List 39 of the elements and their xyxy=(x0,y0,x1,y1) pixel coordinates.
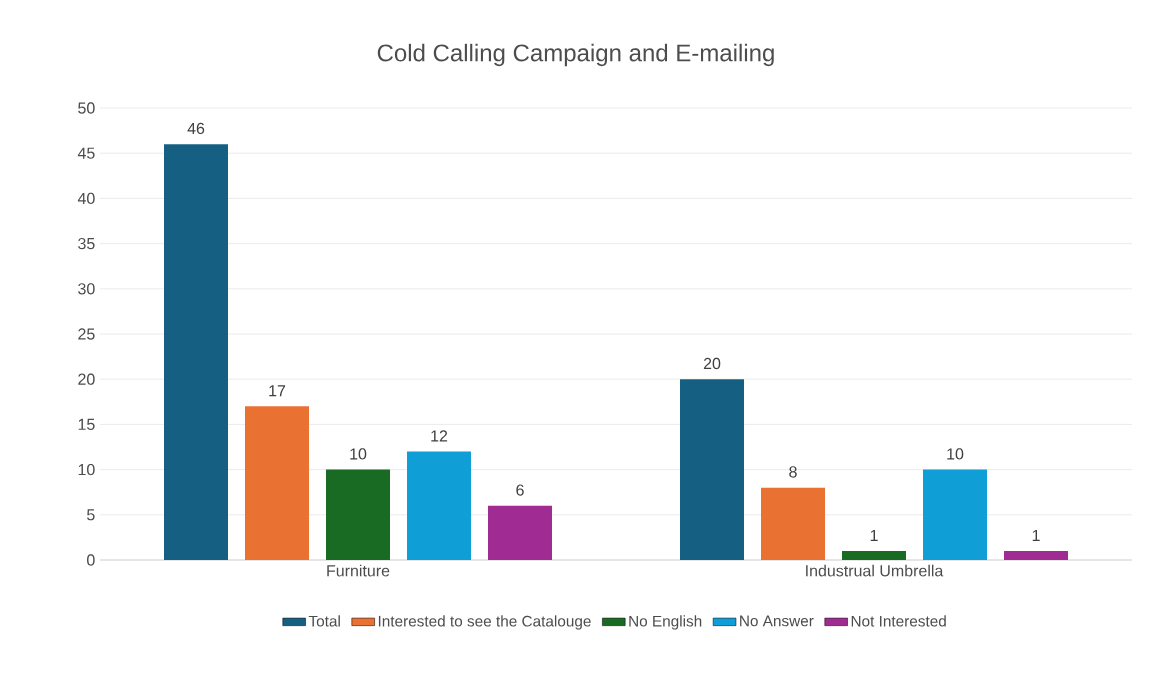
data-label: 20 xyxy=(703,357,721,370)
y-tick-label: 20 xyxy=(78,373,95,385)
bar xyxy=(488,505,553,560)
y-tick-label: 10 xyxy=(78,463,95,476)
data-label: 10 xyxy=(947,448,964,460)
chart-title: Cold Calling Campaign and E-mailing xyxy=(377,43,774,67)
y-tick-label: 45 xyxy=(77,147,95,159)
bar xyxy=(761,487,826,560)
data-label: 1 xyxy=(1032,529,1040,541)
legend-label: Total xyxy=(308,615,340,627)
bar xyxy=(164,144,229,560)
legend-label: Not Interested xyxy=(851,615,946,627)
y-tick-label: 35 xyxy=(78,237,95,250)
bar xyxy=(1004,550,1069,560)
y-tick-label: 0 xyxy=(87,554,95,566)
data-label: 8 xyxy=(789,466,797,478)
bar xyxy=(923,469,988,560)
y-tick-label: 25 xyxy=(78,328,95,340)
bar xyxy=(842,550,907,560)
legend-label: No English xyxy=(629,615,702,630)
data-label: 6 xyxy=(516,484,524,496)
y-tick-label: 30 xyxy=(78,283,95,295)
data-label: 10 xyxy=(350,448,367,460)
bar xyxy=(407,451,472,560)
data-label: 12 xyxy=(431,430,448,442)
y-tick-label: 5 xyxy=(87,509,95,521)
data-label: 17 xyxy=(269,385,286,397)
data-label: 1 xyxy=(870,529,878,541)
x-tick-label: Industrual Umbrella xyxy=(806,564,944,577)
bar xyxy=(245,406,310,560)
data-label: 46 xyxy=(187,122,205,135)
x-tick-label: Furniture xyxy=(327,564,390,577)
legend-label: No Answer xyxy=(740,615,814,627)
y-tick-label: 40 xyxy=(77,192,95,205)
bar xyxy=(680,379,745,560)
legend-label: Interested to see the Catalouge xyxy=(378,615,591,630)
bar xyxy=(326,469,391,560)
y-tick-label: 15 xyxy=(78,418,95,430)
y-tick-label: 50 xyxy=(78,102,95,114)
